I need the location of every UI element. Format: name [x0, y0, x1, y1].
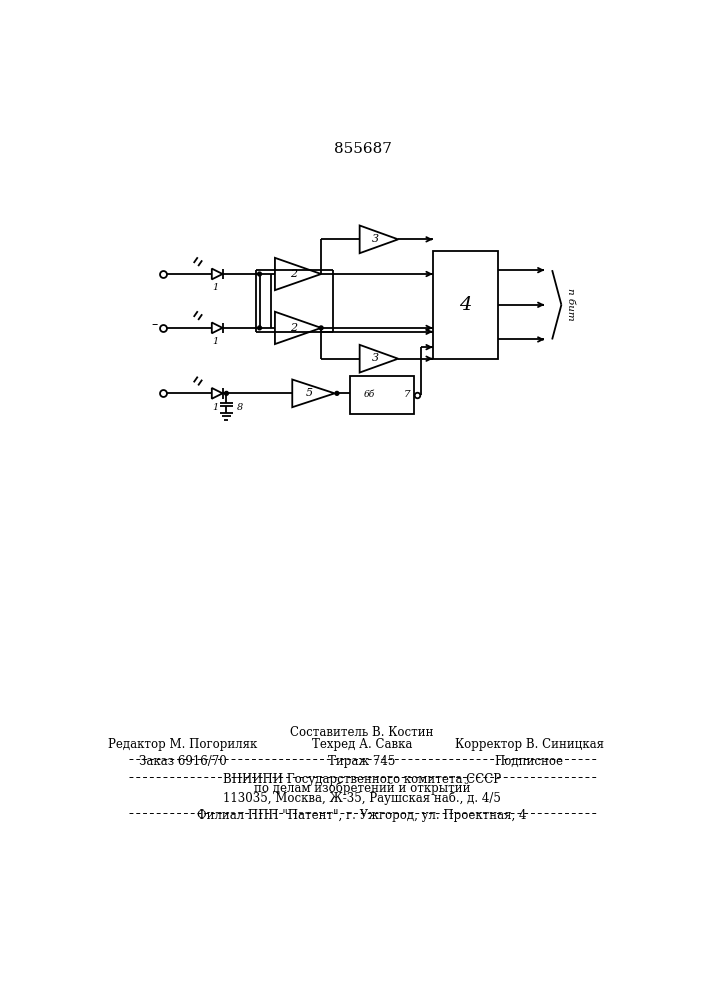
Text: Редактор М. Погориляк: Редактор М. Погориляк	[108, 738, 257, 751]
Text: –: –	[151, 318, 157, 331]
Circle shape	[257, 326, 262, 330]
Text: n бит: n бит	[566, 288, 575, 321]
Text: 2: 2	[290, 323, 297, 333]
Text: 1: 1	[213, 403, 218, 412]
Circle shape	[335, 391, 339, 395]
Text: Составитель В. Костин: Составитель В. Костин	[290, 726, 433, 739]
Polygon shape	[360, 345, 398, 373]
Text: 113035, Москва, Ж-35, Раушская наб., д. 4/5: 113035, Москва, Ж-35, Раушская наб., д. …	[223, 791, 501, 805]
Polygon shape	[360, 225, 398, 253]
Bar	[351, 376, 414, 414]
Polygon shape	[212, 323, 223, 333]
Text: 1: 1	[213, 337, 218, 346]
Bar	[356, 380, 382, 409]
Circle shape	[257, 272, 262, 276]
Polygon shape	[292, 379, 334, 407]
Text: Подписное: Подписное	[494, 755, 563, 768]
Text: 855687: 855687	[334, 142, 392, 156]
Text: 8: 8	[238, 403, 243, 412]
Polygon shape	[275, 258, 321, 290]
Text: Заказ 6916/70: Заказ 6916/70	[139, 755, 226, 768]
Circle shape	[225, 391, 228, 395]
Text: 3: 3	[373, 353, 380, 363]
Polygon shape	[212, 388, 223, 399]
Bar	[433, 251, 498, 359]
Text: 4: 4	[460, 296, 472, 314]
Text: 3: 3	[373, 234, 380, 244]
Text: Филиал ППП "Патент", г. Ужгород, ул. Проектная, 4: Филиал ППП "Патент", г. Ужгород, ул. Про…	[197, 809, 527, 822]
Text: 1: 1	[213, 283, 218, 292]
Text: Тираж 745: Тираж 745	[328, 755, 396, 768]
Text: Корректор В. Синицкая: Корректор В. Синицкая	[455, 738, 604, 751]
Polygon shape	[212, 269, 223, 279]
Text: 6б: 6б	[363, 390, 375, 399]
Circle shape	[320, 326, 323, 330]
Text: 7: 7	[404, 390, 411, 399]
Text: ВНИИПИ Государственного комитета СССР: ВНИИПИ Государственного комитета СССР	[223, 773, 501, 786]
Text: по делам изобретений и открытий: по делам изобретений и открытий	[254, 782, 470, 795]
Text: Техред А. Савка: Техред А. Савка	[312, 738, 412, 751]
Text: 5: 5	[305, 388, 312, 398]
Text: 2: 2	[290, 269, 297, 279]
Polygon shape	[275, 312, 321, 344]
